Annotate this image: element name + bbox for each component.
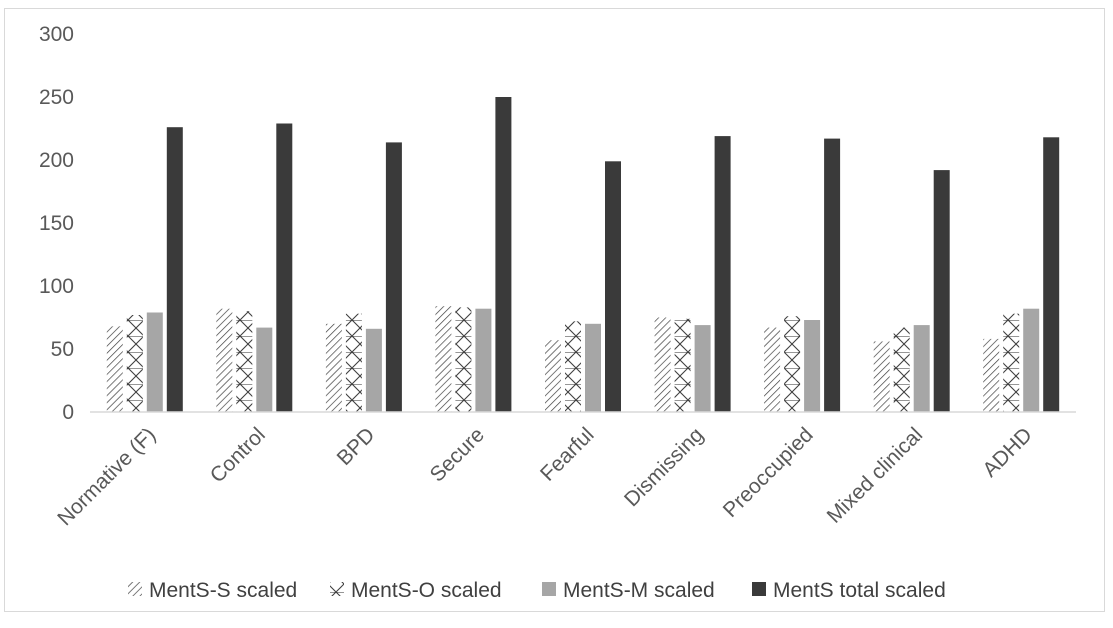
bar-ments-o-scaled-5 [674, 318, 691, 412]
y-tick-label: 100 [39, 275, 74, 298]
bar-ments-s-scaled-6 [764, 327, 781, 412]
x-category-label: Fearful [536, 423, 598, 485]
bar-ments-s-scaled-1 [216, 308, 233, 412]
bar-ments-total-scaled-1 [276, 123, 293, 412]
bar-ments-s-scaled-7 [873, 341, 890, 412]
bar-ments-total-scaled-5 [714, 136, 731, 412]
bar-ments-m-scaled-2 [365, 328, 382, 412]
y-tick-label: 200 [39, 149, 74, 172]
y-axis: 0 50 100 150 200 250 300 [39, 23, 74, 424]
x-category-label: Dismissing [620, 423, 708, 511]
bar-ments-m-scaled-5 [694, 325, 711, 412]
x-axis-labels: Normative (F) Control BPD Secure Fearful Dism… [53, 423, 1036, 530]
y-tick-label: 300 [39, 23, 74, 46]
legend-swatch [542, 582, 556, 596]
bar-ments-o-scaled-7 [893, 327, 910, 412]
bar-ments-o-scaled-1 [236, 311, 253, 412]
bar-ments-total-scaled-6 [824, 138, 841, 412]
bar-ments-total-scaled-7 [933, 170, 950, 412]
bar-ments-total-scaled-4 [605, 161, 621, 412]
x-category-label: Preoccupied [719, 423, 818, 522]
x-category-label: ADHD [978, 423, 1036, 481]
bar-ments-m-scaled-4 [585, 323, 601, 412]
bar-ments-s-scaled-8 [983, 338, 1000, 412]
x-category-label: Mixed clinical [823, 423, 928, 528]
bar-ments-s-scaled-0 [106, 326, 123, 412]
legend: MentS-S scaled MentS-O scaled MentS-M scal… [128, 579, 946, 602]
x-category-label: Control [206, 423, 270, 487]
x-category-label: Secure [426, 423, 489, 486]
bar-ments-m-scaled-1 [256, 327, 273, 412]
bar-ments-total-scaled-8 [1043, 137, 1060, 413]
x-category-label: Normative (F) [53, 423, 160, 530]
bar-ments-o-scaled-2 [345, 313, 362, 412]
bar-ments-o-scaled-4 [565, 321, 581, 412]
y-tick-label: 150 [39, 212, 74, 235]
bar-ments-s-scaled-2 [325, 323, 342, 412]
bar-ments-total-scaled-0 [166, 127, 183, 412]
bar-ments-o-scaled-3 [455, 307, 472, 412]
bar-ments-s-scaled-3 [435, 306, 452, 412]
bar-ments-total-scaled-2 [385, 142, 402, 412]
legend-label: MentS-S scaled [149, 579, 297, 602]
legend-swatch [752, 582, 766, 596]
bar-ments-s-scaled-4 [545, 340, 561, 412]
y-tick-label: 50 [51, 338, 74, 361]
bars [106, 97, 1060, 413]
y-tick-label: 0 [62, 401, 74, 424]
bar-ments-o-scaled-8 [1003, 313, 1020, 412]
bar-ments-o-scaled-6 [784, 316, 801, 412]
bar-ments-m-scaled-0 [146, 312, 163, 412]
y-tick-label: 250 [39, 86, 74, 109]
bar-ments-m-scaled-6 [804, 320, 821, 412]
legend-label: MentS-O scaled [351, 579, 502, 602]
chart-frame [4, 8, 1105, 612]
bar-ments-total-scaled-3 [495, 97, 512, 412]
legend-swatch [128, 582, 142, 596]
legend-label: MentS total scaled [773, 579, 946, 602]
bar-ments-m-scaled-3 [475, 308, 492, 412]
bar-ments-o-scaled-0 [126, 315, 143, 412]
bar-ments-m-scaled-8 [1023, 308, 1040, 412]
bar-ments-s-scaled-5 [654, 317, 671, 412]
bar-ments-m-scaled-7 [913, 325, 930, 412]
x-category-label: BPD [333, 423, 380, 470]
legend-swatch [330, 582, 344, 596]
legend-label: MentS-M scaled [563, 579, 715, 602]
